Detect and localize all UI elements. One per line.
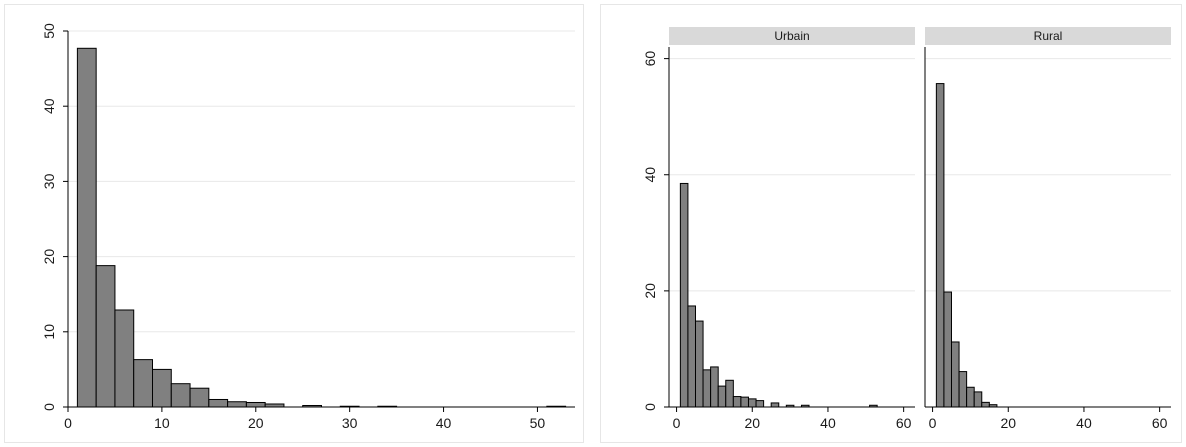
overall-x-tick-label: 0 xyxy=(64,415,72,431)
overall-x-tick-label: 10 xyxy=(154,415,170,431)
urbain-x-tick-label: 0 xyxy=(673,415,681,431)
overall-bar xyxy=(95,265,116,408)
overall-bar xyxy=(152,368,172,408)
urbain-y-tick-label: 20 xyxy=(642,283,658,299)
histogram-by-area-panel: Urbain 0 20 40 60 0 20 40 60 Rural 0 20 40 60 xyxy=(600,4,1182,443)
urbain-y-tick-label: 40 xyxy=(642,167,658,183)
overall-y-tick-label: 50 xyxy=(41,23,57,39)
overall-x-tick-label: 20 xyxy=(248,415,264,431)
rural-bar xyxy=(958,371,968,408)
overall-x-tick-label: 40 xyxy=(436,415,452,431)
overall-y-tick-label: 10 xyxy=(41,324,57,340)
rural-bar xyxy=(935,83,945,408)
overall-y-tick-label: 40 xyxy=(41,98,57,114)
facet-strip-urbain xyxy=(669,27,915,45)
rural-x-tick-label: 0 xyxy=(929,415,937,431)
urbain-y-tick-label: 0 xyxy=(642,403,658,411)
overall-bar xyxy=(170,383,191,408)
rural-plot-area: 0 20 40 60 xyxy=(924,47,1171,431)
urbain-x-tick-label: 60 xyxy=(896,415,912,431)
urbain-y-tick-label: 60 xyxy=(642,51,658,67)
overall-y-tick-label: 30 xyxy=(41,173,57,189)
urbain-bar xyxy=(725,379,734,408)
urbain-plot-area: 0 20 40 60 0 20 40 60 xyxy=(642,47,915,431)
rural-bar xyxy=(973,391,983,408)
urbain-x-tick-label: 20 xyxy=(744,415,760,431)
overall-bar xyxy=(189,387,210,408)
urbain-bar xyxy=(717,385,727,408)
overall-bar xyxy=(133,359,154,408)
urbain-bar xyxy=(755,400,765,408)
overall-x-tick-label: 50 xyxy=(530,415,546,431)
urbain-bar xyxy=(770,402,780,408)
urbain-bar xyxy=(694,320,704,408)
facet-strip-rural xyxy=(925,27,1171,45)
histogram-by-area-chart: Urbain 0 20 40 60 0 20 40 60 Rural 0 20 40 60 xyxy=(642,27,1171,431)
overall-x-tick-label: 30 xyxy=(342,415,358,431)
histogram-overall-chart: 0 10 20 30 40 50 0 10 20 30 40 50 xyxy=(41,23,575,431)
rural-bar xyxy=(966,386,975,408)
facet-label-rural: Rural xyxy=(1034,29,1063,43)
overall-bar xyxy=(76,47,97,408)
overall-bar xyxy=(245,401,266,408)
urbain-bar xyxy=(702,369,712,408)
overall-bar xyxy=(114,309,135,408)
rural-bar xyxy=(981,401,990,408)
overall-y-tick-label: 20 xyxy=(41,249,57,265)
histogram-overall-panel: 0 10 20 30 40 50 0 10 20 30 40 50 xyxy=(4,4,584,443)
overall-y-tick-label: 0 xyxy=(41,403,57,411)
overall-bar xyxy=(208,398,229,408)
urbain-x-tick-label: 40 xyxy=(820,415,836,431)
rural-x-tick-label: 20 xyxy=(1000,415,1016,431)
rural-x-tick-label: 60 xyxy=(1152,415,1168,431)
overall-bar xyxy=(227,401,247,408)
urbain-bar xyxy=(740,396,749,408)
rural-bar xyxy=(943,291,952,408)
urbain-bar xyxy=(732,396,742,408)
rural-bar xyxy=(950,341,960,408)
urbain-bar xyxy=(747,398,757,408)
urbain-bar xyxy=(679,182,689,408)
overall-plot-area: 0 10 20 30 40 50 0 10 20 30 40 50 xyxy=(41,23,575,431)
urbain-bar xyxy=(710,366,719,408)
facet-label-urbain: Urbain xyxy=(774,29,809,43)
rural-x-tick-label: 40 xyxy=(1076,415,1092,431)
urbain-bar xyxy=(687,305,696,408)
